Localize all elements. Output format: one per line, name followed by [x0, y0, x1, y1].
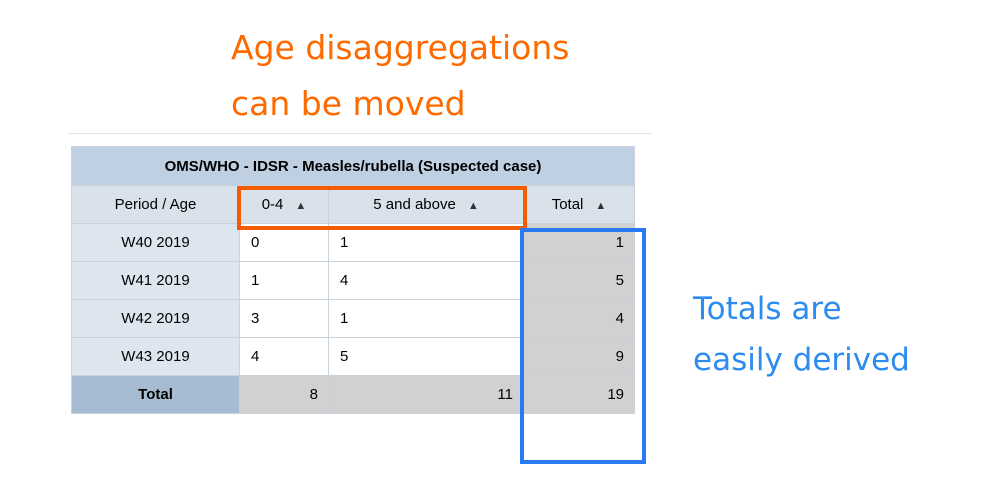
cell-row-total: 1 [523, 223, 635, 262]
table-row: W42 2019 3 1 4 [71, 299, 635, 338]
table-title: OMS/WHO - IDSR - Measles/rubella (Suspec… [71, 146, 635, 186]
column-header-label: 5 and above [373, 196, 456, 213]
annotation-totals-line2: easily derived [693, 342, 910, 378]
column-header-total[interactable]: Total ▲︎ [523, 185, 635, 224]
corner-header-period-age: Period / Age [71, 185, 240, 224]
column-header-age-5-above[interactable]: 5 and above ▲︎ [328, 185, 524, 224]
row-header-period: W43 2019 [71, 337, 240, 376]
divider [68, 133, 652, 134]
total-age-5-above: 11 [328, 375, 524, 414]
totals-row-label: Total [71, 375, 240, 414]
cell-row-total: 5 [523, 261, 635, 300]
annotation-totals-line1: Totals are [693, 291, 842, 327]
sort-icon[interactable]: ▲︎ [595, 200, 607, 212]
sort-icon[interactable]: ▲︎ [295, 200, 307, 212]
pivot-table: OMS/WHO - IDSR - Measles/rubella (Suspec… [71, 146, 635, 414]
totals-row: Total 8 11 19 [71, 375, 635, 414]
grand-total: 19 [523, 375, 635, 414]
cell-row-total: 4 [523, 299, 635, 338]
table-row: W41 2019 1 4 5 [71, 261, 635, 300]
cell-row-total: 9 [523, 337, 635, 376]
cell-age-0-4: 3 [239, 299, 329, 338]
row-header-period: W41 2019 [71, 261, 240, 300]
cell-age-5-above: 1 [328, 299, 524, 338]
column-header-label: 0-4 [261, 196, 284, 213]
cell-age-0-4: 1 [239, 261, 329, 300]
table-row: W40 2019 0 1 1 [71, 223, 635, 262]
cell-age-0-4: 4 [239, 337, 329, 376]
cell-age-5-above: 1 [328, 223, 524, 262]
sort-icon[interactable]: ▲︎ [467, 200, 479, 212]
annotation-age-disaggregation-line1: Age disaggregations [231, 28, 570, 67]
header-row: Period / Age 0-4 ▲︎ 5 and above ▲︎ Total ▲︎ [71, 185, 635, 224]
cell-age-0-4: 0 [239, 223, 329, 262]
table-row: W43 2019 4 5 9 [71, 337, 635, 376]
cell-age-5-above: 5 [328, 337, 524, 376]
column-header-age-0-4[interactable]: 0-4 ▲︎ [239, 185, 329, 224]
row-header-period: W40 2019 [71, 223, 240, 262]
table-title-row: OMS/WHO - IDSR - Measles/rubella (Suspec… [71, 146, 635, 186]
column-header-label: Total [551, 196, 584, 213]
annotation-age-disaggregation-line2: can be moved [231, 84, 466, 123]
cell-age-5-above: 4 [328, 261, 524, 300]
total-age-0-4: 8 [239, 375, 329, 414]
row-header-period: W42 2019 [71, 299, 240, 338]
